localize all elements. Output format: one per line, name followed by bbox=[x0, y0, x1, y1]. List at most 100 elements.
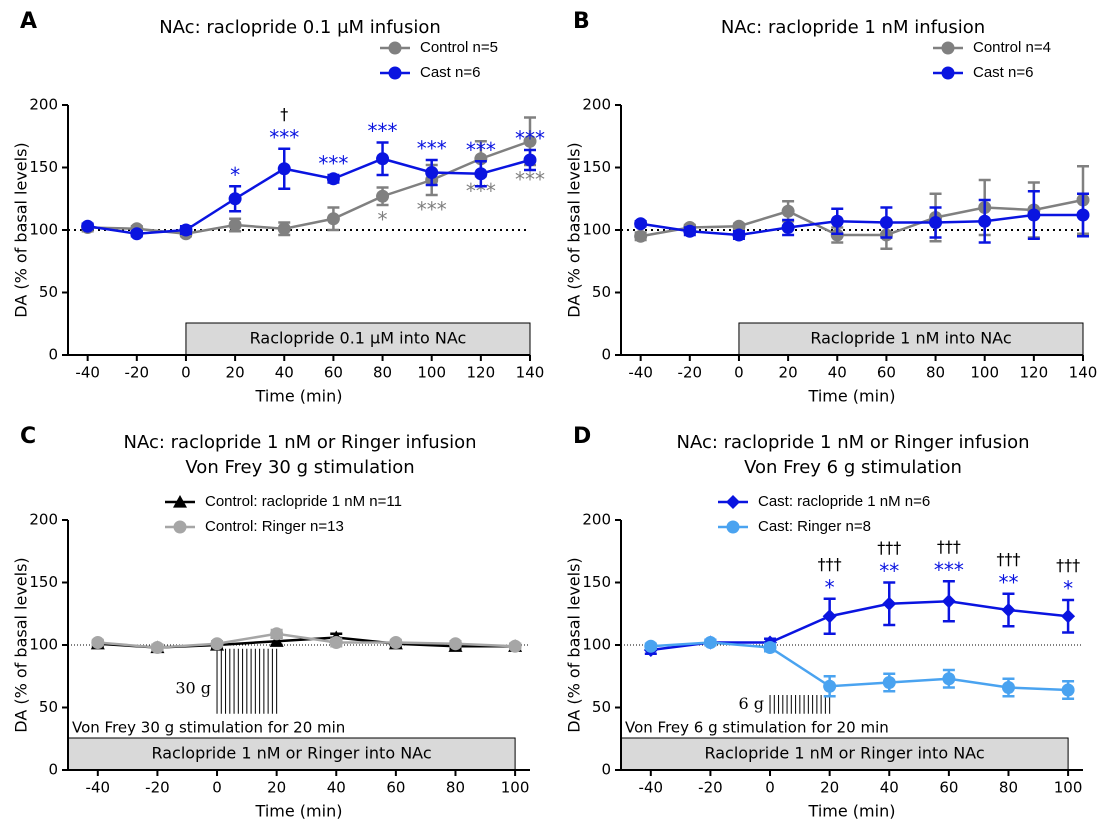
x-tick-label: 0 bbox=[212, 779, 222, 797]
legend-label: Cast: raclopride 1 nM n=6 bbox=[758, 493, 930, 510]
y-tick-label: 150 bbox=[29, 158, 58, 176]
marker bbox=[823, 679, 837, 693]
marker bbox=[929, 216, 943, 229]
y-tick-label: 0 bbox=[601, 346, 611, 364]
y-tick-label: 200 bbox=[582, 511, 611, 529]
significance-label: *** bbox=[269, 125, 299, 149]
marker bbox=[644, 639, 658, 653]
significance-label: * bbox=[378, 208, 388, 232]
x-tick-label: 100 bbox=[970, 364, 999, 382]
y-tick-label: 50 bbox=[592, 283, 611, 301]
y-axis-label: DA (% of basal levels) bbox=[565, 142, 584, 317]
marker bbox=[130, 227, 144, 241]
marker bbox=[634, 229, 648, 243]
treatment-box bbox=[738, 322, 1084, 356]
y-tick-label: 0 bbox=[48, 761, 58, 779]
marker bbox=[879, 216, 893, 229]
significance-label: *** bbox=[515, 127, 545, 151]
y-tick-label: 100 bbox=[29, 221, 58, 239]
dagger-label: ††† bbox=[1056, 556, 1080, 575]
series-line bbox=[650, 641, 1069, 692]
series-line bbox=[97, 632, 516, 649]
treatment-box bbox=[185, 322, 531, 356]
y-tick-label: 200 bbox=[29, 511, 58, 529]
significance-label: ** bbox=[879, 559, 899, 583]
x-tick-label: -40 bbox=[75, 364, 100, 382]
marker bbox=[1076, 208, 1090, 222]
panel: D NAc: raclopride 1 nM or Ringer infusion… bbox=[565, 424, 1083, 821]
x-axis-label: Time (min) bbox=[255, 802, 343, 821]
y-tick-label: 200 bbox=[29, 96, 58, 114]
marker bbox=[882, 676, 896, 689]
treatment-label: Raclopride 1 nM or Ringer into NAc bbox=[704, 744, 984, 763]
marker bbox=[781, 204, 795, 218]
marker bbox=[228, 192, 242, 206]
marker bbox=[1027, 208, 1041, 222]
marker bbox=[270, 627, 284, 641]
x-axis-label: Time (min) bbox=[255, 387, 343, 406]
y-tick-label: 150 bbox=[29, 573, 58, 591]
legend-label: Cast: Ringer n=8 bbox=[758, 518, 871, 535]
significance-label: *** bbox=[417, 137, 447, 161]
y-tick-label: 150 bbox=[582, 573, 611, 591]
chart-title: NAc: raclopride 0.1 μM infusion bbox=[159, 17, 441, 38]
legend-marker bbox=[173, 495, 187, 508]
series-line bbox=[640, 198, 1084, 238]
legend-marker bbox=[388, 41, 402, 55]
legend-label: Cast n=6 bbox=[420, 64, 480, 81]
dagger-label: ††† bbox=[818, 554, 842, 573]
marker bbox=[830, 214, 844, 228]
marker bbox=[474, 167, 488, 181]
x-tick-label: 20 bbox=[820, 779, 839, 797]
panel: A NAc: raclopride 0.1 μM infusion DA (% of… bbox=[12, 9, 546, 406]
dagger-label: ††† bbox=[996, 549, 1020, 568]
y-tick-label: 50 bbox=[592, 698, 611, 716]
marker bbox=[523, 153, 537, 167]
marker bbox=[942, 672, 956, 686]
marker bbox=[683, 224, 697, 238]
x-tick-label: 40 bbox=[828, 364, 847, 382]
x-tick-label: 120 bbox=[1020, 364, 1049, 382]
x-tick-label: 60 bbox=[877, 364, 896, 382]
x-tick-label: 60 bbox=[939, 779, 958, 797]
significance-label: *** bbox=[368, 119, 398, 143]
x-tick-label: 0 bbox=[181, 364, 191, 382]
x-tick-label: 20 bbox=[226, 364, 245, 382]
treatment-label: Raclopride 1 nM into NAc bbox=[810, 329, 1011, 348]
x-tick-label: -40 bbox=[628, 364, 653, 382]
marker bbox=[150, 641, 164, 654]
panel-letter: D bbox=[573, 424, 591, 449]
legend-marker bbox=[173, 520, 187, 534]
y-tick-label: 200 bbox=[582, 96, 611, 114]
dagger-label: † bbox=[280, 104, 288, 123]
marker bbox=[978, 214, 992, 228]
y-tick-label: 50 bbox=[39, 283, 58, 301]
series-line bbox=[87, 157, 531, 236]
legend-marker bbox=[941, 66, 955, 80]
x-tick-label: 40 bbox=[327, 779, 346, 797]
y-tick-label: 50 bbox=[39, 698, 58, 716]
chart-subtitle: Von Frey 30 g stimulation bbox=[185, 457, 414, 478]
y-axis-label: DA (% of basal levels) bbox=[565, 557, 584, 732]
marker bbox=[81, 219, 95, 233]
marker bbox=[91, 636, 105, 649]
marker bbox=[277, 222, 291, 236]
marker bbox=[179, 223, 193, 237]
marker bbox=[703, 636, 717, 649]
stimulation-short-label: 30 g bbox=[175, 678, 211, 697]
marker bbox=[448, 637, 462, 651]
x-tick-label: 80 bbox=[373, 364, 392, 382]
series-line bbox=[87, 140, 531, 236]
marker bbox=[732, 228, 746, 242]
x-axis-label: Time (min) bbox=[808, 387, 896, 406]
stimulation-label: Von Frey 30 g stimulation for 20 min bbox=[72, 719, 345, 737]
x-tick-label: 20 bbox=[779, 364, 798, 382]
x-tick-label: 140 bbox=[516, 364, 545, 382]
x-tick-label: 40 bbox=[275, 364, 294, 382]
marker bbox=[781, 221, 795, 234]
dagger-label: ††† bbox=[877, 538, 901, 557]
marker bbox=[228, 218, 242, 232]
marker bbox=[1001, 603, 1016, 617]
x-tick-label: 100 bbox=[1054, 779, 1083, 797]
x-tick-label: -40 bbox=[639, 779, 664, 797]
